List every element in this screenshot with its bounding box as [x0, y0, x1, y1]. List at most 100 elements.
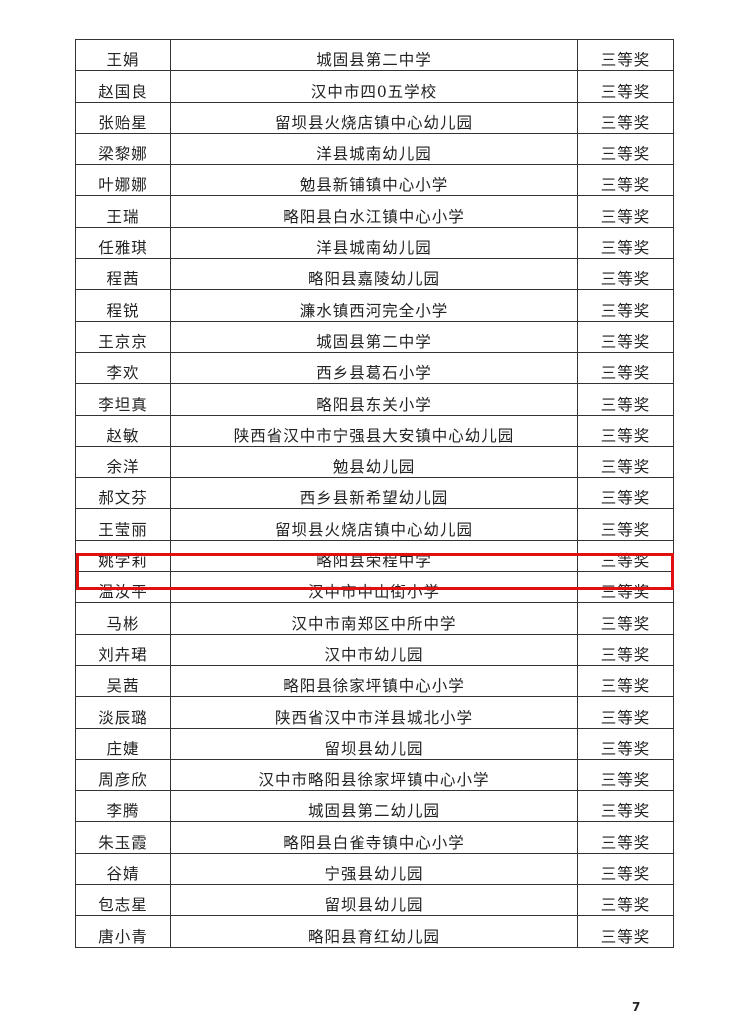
organization-cell: 汉中市南郑区中所中学 [170, 602, 578, 635]
organization-cell: 留坝县火烧店镇中心幼儿园 [170, 101, 578, 134]
name-cell: 赵敏 [75, 414, 171, 447]
organization-cell: 留坝县幼儿园 [170, 727, 578, 760]
award-cell: 三等奖 [577, 727, 674, 760]
award-cell: 三等奖 [577, 508, 674, 541]
organization-cell: 略阳县育红幼儿园 [170, 915, 578, 948]
organization-cell: 濂水镇西河完全小学 [170, 289, 578, 322]
table-row: 郝文芬 西乡县新希望幼儿园 三等奖 [75, 477, 674, 510]
award-cell: 三等奖 [577, 852, 674, 886]
organization-cell: 略阳县白雀寺镇中心小学 [170, 821, 578, 854]
organization-cell: 略阳县徐家坪镇中心小学 [170, 664, 578, 698]
name-cell: 张贻星 [75, 101, 171, 134]
award-cell: 三等奖 [577, 915, 674, 948]
page-number: 7 [632, 1000, 641, 1014]
table-row: 李腾 城固县第二幼儿园 三等奖 [75, 790, 674, 823]
award-cell: 三等奖 [577, 226, 674, 260]
award-cell: 三等奖 [577, 758, 674, 792]
name-cell: 朱玉霞 [75, 821, 171, 854]
table-row: 刘卉珺 汉中市幼儿园 三等奖 [75, 633, 674, 666]
name-cell: 李坦真 [75, 383, 171, 416]
award-cell: 三等奖 [577, 884, 674, 917]
table-row: 王瑞 略阳县白水江镇中心小学 三等奖 [75, 195, 674, 228]
name-cell: 谷婧 [75, 852, 171, 886]
award-cell: 三等奖 [577, 195, 674, 228]
award-cell: 三等奖 [577, 320, 674, 353]
name-cell: 吴茜 [75, 664, 171, 698]
name-cell: 余洋 [75, 445, 171, 479]
award-cell: 三等奖 [577, 38, 674, 72]
table-row: 李坦真 略阳县东关小学 三等奖 [75, 383, 674, 416]
table-row: 吴茜 略阳县徐家坪镇中心小学 三等奖 [75, 664, 674, 698]
table-row: 庄婕 留坝县幼儿园 三等奖 [75, 727, 674, 760]
name-cell: 李腾 [75, 790, 171, 823]
award-cell: 三等奖 [577, 101, 674, 134]
organization-cell: 城固县第二中学 [170, 38, 578, 72]
award-cell: 三等奖 [577, 445, 674, 479]
award-cell: 三等奖 [577, 602, 674, 635]
table-row: 王莹丽 留坝县火烧店镇中心幼儿园 三等奖 [75, 508, 674, 541]
organization-cell: 汉中市四0五学校 [170, 70, 578, 103]
organization-cell: 洋县城南幼儿园 [170, 132, 578, 166]
table-row: 程茜 略阳县嘉陵幼儿园 三等奖 [75, 258, 674, 291]
name-cell: 叶娜娜 [75, 164, 171, 197]
table-row: 赵敏 陕西省汉中市宁强县大安镇中心幼儿园 三等奖 [75, 414, 674, 447]
name-cell: 程锐 [75, 289, 171, 322]
organization-cell: 略阳县东关小学 [170, 383, 578, 416]
table-row: 张贻星 留坝县火烧店镇中心幼儿园 三等奖 [75, 101, 674, 134]
table-row: 马彬 汉中市南郑区中所中学 三等奖 [75, 602, 674, 635]
organization-cell: 汉中市幼儿园 [170, 633, 578, 666]
name-cell: 刘卉珺 [75, 633, 171, 666]
award-cell: 三等奖 [577, 289, 674, 322]
name-cell: 马彬 [75, 602, 171, 635]
name-cell: 唐小青 [75, 915, 171, 948]
name-cell: 李欢 [75, 351, 171, 385]
table-row: 余洋 勉县幼儿园 三等奖 [75, 445, 674, 479]
organization-cell: 留坝县幼儿园 [170, 884, 578, 917]
table-row: 王京京 城固县第二中学 三等奖 [75, 320, 674, 353]
award-cell: 三等奖 [577, 790, 674, 823]
organization-cell: 勉县幼儿园 [170, 445, 578, 479]
table-row: 包志星 留坝县幼儿园 三等奖 [75, 884, 674, 917]
organization-cell: 西乡县新希望幼儿园 [170, 477, 578, 510]
organization-cell: 西乡县葛石小学 [170, 351, 578, 385]
award-cell: 三等奖 [577, 696, 674, 729]
name-cell: 赵国良 [75, 70, 171, 103]
organization-cell: 陕西省汉中市宁强县大安镇中心幼儿园 [170, 414, 578, 447]
table-row: 唐小青 略阳县育红幼儿园 三等奖 [75, 915, 674, 948]
name-cell: 庄婕 [75, 727, 171, 760]
table-row: 梁黎娜 洋县城南幼儿园 三等奖 [75, 132, 674, 166]
award-cell: 三等奖 [577, 477, 674, 510]
organization-cell: 略阳县嘉陵幼儿园 [170, 258, 578, 291]
name-cell: 淡辰璐 [75, 696, 171, 729]
highlight-box [76, 553, 674, 590]
award-cell: 三等奖 [577, 633, 674, 666]
award-cell: 三等奖 [577, 164, 674, 197]
name-cell: 王娟 [75, 38, 171, 72]
award-cell: 三等奖 [577, 351, 674, 385]
table-row: 朱玉霞 略阳县白雀寺镇中心小学 三等奖 [75, 821, 674, 854]
table-row: 李欢 西乡县葛石小学 三等奖 [75, 351, 674, 385]
award-cell: 三等奖 [577, 70, 674, 103]
name-cell: 周彦欣 [75, 758, 171, 792]
table-row: 程锐 濂水镇西河完全小学 三等奖 [75, 289, 674, 322]
table-row: 淡辰璐 陕西省汉中市洋县城北小学 三等奖 [75, 696, 674, 729]
award-cell: 三等奖 [577, 383, 674, 416]
name-cell: 程茜 [75, 258, 171, 291]
award-cell: 三等奖 [577, 821, 674, 854]
award-cell: 三等奖 [577, 414, 674, 447]
awards-table: 王娟 城固县第二中学 三等奖 赵国良 汉中市四0五学校 三等奖 张贻星 留坝县火烧店镇中心幼儿… [75, 38, 674, 948]
organization-cell: 陕西省汉中市洋县城北小学 [170, 696, 578, 729]
organization-cell: 勉县新铺镇中心小学 [170, 164, 578, 197]
organization-cell: 城固县第二中学 [170, 320, 578, 353]
organization-cell: 略阳县白水江镇中心小学 [170, 195, 578, 228]
organization-cell: 宁强县幼儿园 [170, 852, 578, 886]
organization-cell: 汉中市略阳县徐家坪镇中心小学 [170, 758, 578, 792]
table-row: 王娟 城固县第二中学 三等奖 [75, 38, 674, 72]
table-row: 任雅琪 洋县城南幼儿园 三等奖 [75, 226, 674, 260]
organization-cell: 留坝县火烧店镇中心幼儿园 [170, 508, 578, 541]
name-cell: 王瑞 [75, 195, 171, 228]
name-cell: 任雅琪 [75, 226, 171, 260]
table-row: 赵国良 汉中市四0五学校 三等奖 [75, 70, 674, 103]
organization-cell: 洋县城南幼儿园 [170, 226, 578, 260]
table-row: 叶娜娜 勉县新铺镇中心小学 三等奖 [75, 164, 674, 197]
